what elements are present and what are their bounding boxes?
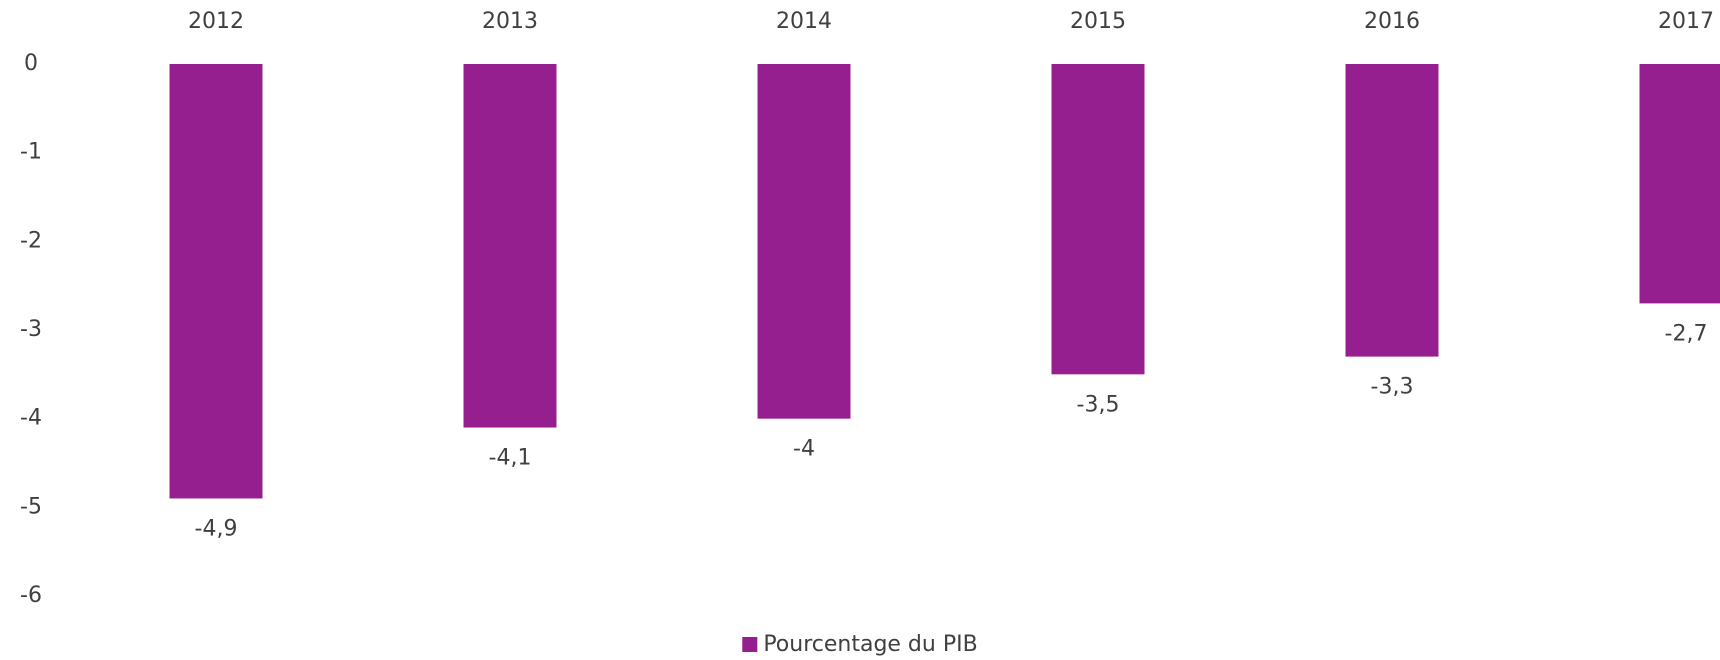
bar	[169, 64, 263, 499]
y-tick-label: -5	[20, 494, 42, 519]
data-label: -3,5	[1077, 392, 1120, 417]
data-label: -3,3	[1371, 375, 1414, 400]
data-label: -4,9	[195, 516, 238, 541]
y-tick-label: -6	[20, 583, 42, 608]
bar	[1051, 64, 1145, 375]
bar	[1639, 64, 1720, 304]
x-tick-label: 2015	[1070, 9, 1126, 34]
y-tick-label: -2	[20, 228, 42, 253]
legend-swatch	[742, 637, 758, 652]
y-tick-label: 0	[24, 51, 38, 76]
x-tick-label: 2014	[776, 9, 832, 34]
bar	[463, 64, 557, 428]
y-tick-label: -4	[20, 406, 42, 431]
data-label: -4,1	[489, 446, 532, 471]
y-tick-label: -1	[20, 140, 42, 165]
x-tick-label: 2017	[1658, 9, 1714, 34]
data-label: -4	[793, 437, 815, 462]
bar	[757, 64, 851, 419]
legend: Pourcentage du PIB	[742, 632, 978, 657]
x-tick-label: 2013	[482, 9, 538, 34]
legend-label: Pourcentage du PIB	[763, 632, 977, 657]
bar	[1345, 64, 1439, 357]
x-tick-label: 2016	[1364, 9, 1420, 34]
y-tick-label: -3	[20, 317, 42, 342]
x-tick-label: 2012	[188, 9, 244, 34]
data-label: -2,7	[1665, 321, 1708, 346]
